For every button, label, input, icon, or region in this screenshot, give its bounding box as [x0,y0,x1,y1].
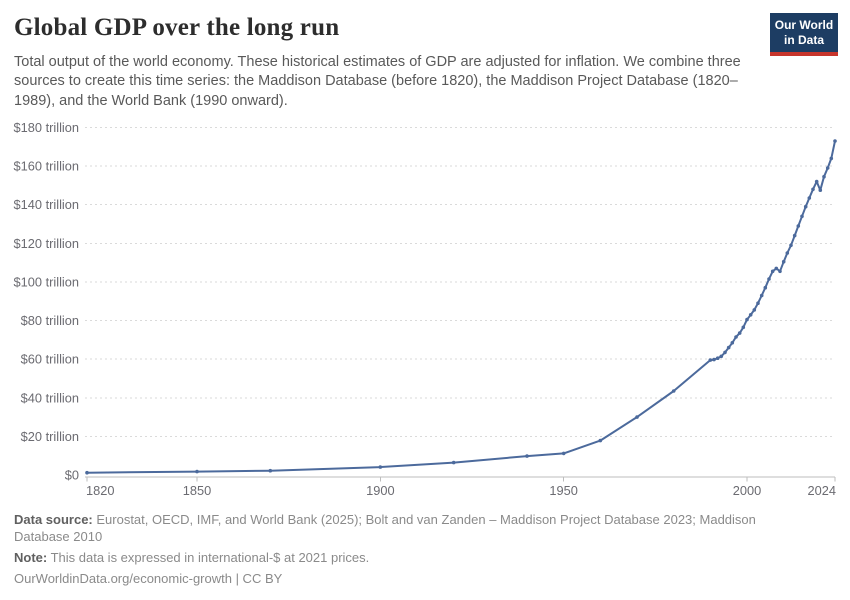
data-point [745,317,749,322]
data-point [811,187,815,192]
svg-text:$140 trillion: $140 trillion [14,197,79,212]
data-point [195,469,199,474]
data-point [741,325,746,330]
data-point [767,277,771,281]
data-point [792,233,797,238]
data-point [726,345,731,350]
y-gridlines [85,127,835,437]
data-point [829,156,834,161]
data-point [525,454,529,458]
data-point [561,451,566,456]
chart-footer: Data source: Eurostat, OECD, IMF, and Wo… [14,511,812,592]
svg-text:$20 trillion: $20 trillion [21,429,79,444]
svg-text:$40 trillion: $40 trillion [21,390,79,405]
svg-text:$160 trillion: $160 trillion [14,159,79,174]
owid-logo-line2: in Data [783,33,824,47]
svg-text:1850: 1850 [183,483,211,498]
data-point [818,188,823,192]
owid-url-license[interactable]: OurWorldinData.org/economic-growth | CC … [14,571,283,587]
data-point [737,331,742,335]
svg-text:2000: 2000 [733,483,761,498]
data-point [759,293,764,298]
data-source-line: Data source: Eurostat, OECD, IMF, and Wo… [14,511,812,545]
data-point [814,179,819,184]
data-point [774,266,779,271]
data-point [807,196,812,200]
data-point [756,301,760,305]
data-point [800,214,804,219]
svg-text:$100 trillion: $100 trillion [14,274,79,289]
data-point [778,269,782,274]
svg-text:$80 trillion: $80 trillion [21,313,79,328]
data-point [708,358,713,362]
data-point [763,285,768,290]
x-axis [85,476,836,482]
series-line[interactable] [86,140,836,474]
gdp-line-chart[interactable]: $0 $20 trillion $40 trillion $60 trillion $8… [0,114,850,508]
data-point [378,465,383,469]
svg-text:$180 trillion: $180 trillion [14,120,79,135]
data-point [598,438,603,443]
page-title: Global GDP over the long run [14,14,340,41]
data-point [635,415,639,419]
data-point [752,308,757,312]
data-point [719,354,724,359]
data-point [734,335,738,339]
data-source-text: Eurostat, OECD, IMF, and World Bank (202… [14,512,756,545]
data-point [825,166,830,170]
data-point [85,470,89,475]
data-point [781,259,786,264]
y-tick-labels: $0 $20 trillion $40 trillion $60 trillion $8… [14,120,79,483]
data-point [671,389,676,393]
data-point [268,468,273,473]
svg-text:$120 trillion: $120 trillion [14,236,79,251]
chart-subtitle: Total output of the world economy. These… [14,54,741,109]
data-point [748,313,753,317]
data-point [796,224,801,228]
owid-logo-line1: Our World [774,18,834,32]
data-point [451,460,456,465]
data-source-label: Data source: [14,512,93,527]
note-line: Note: This data is expressed in internat… [14,549,812,566]
x-tick-labels: 1820 1850 1900 1950 2000 2024 [86,483,836,498]
note-label: Note: [14,550,48,566]
data-point [833,139,837,143]
svg-text:2024: 2024 [808,483,836,498]
data-point [770,269,775,274]
data-point [822,174,826,179]
data-point [715,356,720,360]
svg-text:$60 trillion: $60 trillion [21,352,79,367]
data-point [785,251,790,255]
svg-text:1900: 1900 [366,483,394,498]
data-point [730,341,735,345]
note-text: This data is expressed in international-… [47,550,370,566]
owid-logo[interactable]: Our World in Data [770,13,838,56]
svg-text:1950: 1950 [549,483,577,498]
data-point [803,204,808,209]
svg-text:$0: $0 [65,468,79,483]
data-points[interactable] [85,139,837,475]
data-point [712,357,716,362]
data-point [723,350,727,355]
svg-text:1820: 1820 [86,483,114,498]
data-point [789,243,793,248]
